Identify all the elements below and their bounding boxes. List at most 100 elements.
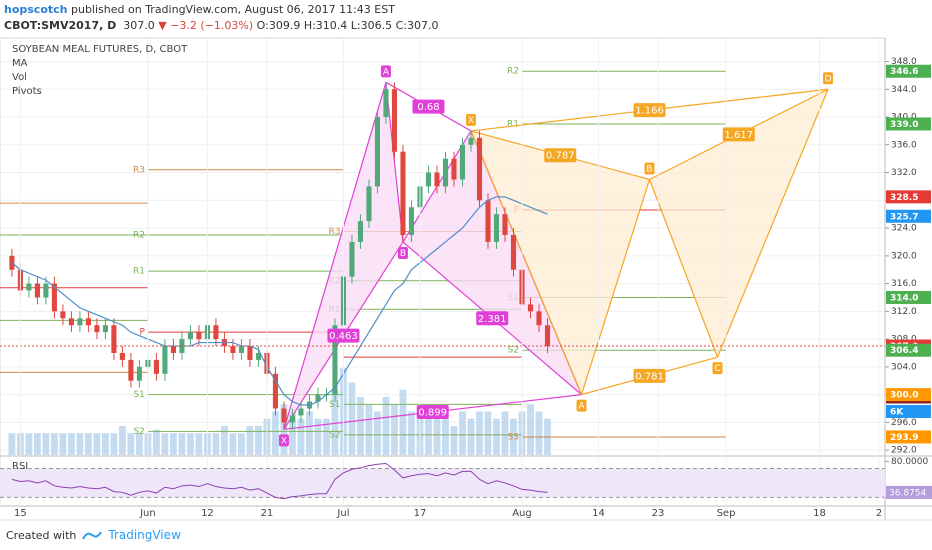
candle-body [400, 151, 406, 236]
volume-bar [425, 411, 432, 455]
volume-bar [119, 425, 126, 455]
candle-body [128, 359, 134, 381]
candle-body [281, 408, 287, 423]
volume-bar [382, 396, 390, 455]
rsi-tick-label: 80.0000 [891, 457, 928, 467]
volume-bar [297, 418, 305, 455]
ratio-label: 0.463 [329, 331, 358, 342]
price-marker-label: 328.5 [890, 193, 918, 203]
author[interactable]: hopscotch [4, 3, 68, 16]
candle-body [170, 346, 176, 353]
price-marker-label: 293.9 [890, 433, 918, 443]
ratio-badge [412, 99, 445, 114]
price-marker-label: 300.0 [890, 391, 918, 401]
candle-body [34, 283, 40, 298]
point-label: C [714, 364, 720, 374]
ratio-badge [544, 148, 577, 163]
volume-bar [102, 433, 109, 455]
x-tick-label: 15 [14, 508, 27, 519]
candle-body [425, 172, 432, 187]
pivot-label: S3 [508, 432, 519, 442]
candle-body [493, 214, 500, 242]
volume-bar [527, 404, 534, 455]
candle-body [383, 89, 389, 118]
y-tick-label: 320.0 [891, 251, 917, 261]
candle-body [111, 325, 117, 353]
x-tick-label: 2 [876, 508, 882, 519]
ratio-label: 0.781 [635, 371, 664, 382]
volume-bar [178, 433, 186, 455]
x-tick-label: 14 [592, 508, 605, 519]
candle-body [187, 332, 193, 340]
brand[interactable]: TradingView [108, 528, 181, 542]
volume-bar [255, 425, 262, 455]
change: ▼ −3.2 (−1.03%) [158, 19, 254, 32]
point-badge [380, 65, 391, 78]
volume-bar [408, 411, 415, 455]
volume-bar [51, 433, 58, 455]
ratio-badge [633, 103, 666, 118]
volume-bar [76, 433, 84, 455]
candle-body [102, 325, 108, 333]
price-marker [886, 343, 931, 357]
pivot-label: S2 [133, 427, 144, 437]
chart: R3R2R1PS1S2R3R2R1S1S2R2R1PS1S2S315Jun122… [0, 37, 932, 521]
candle-body [468, 137, 474, 145]
chart-title: SOYBEAN MEAL FUTURES, D, CBOT [12, 44, 188, 55]
pivot-label: R3 [328, 227, 340, 237]
published: published on TradingView.com, August 06,… [71, 3, 395, 16]
candle-body [357, 221, 364, 242]
pivot-label: R2 [507, 67, 519, 77]
y-tick-label: 296.0 [891, 418, 917, 428]
pivot-label: S2 [508, 346, 519, 356]
candle-body [26, 283, 32, 291]
x-tick-label: Aug [512, 508, 532, 519]
volume-bar [365, 404, 373, 455]
y-tick-label: 304.0 [891, 362, 917, 372]
point-label: B [646, 164, 652, 174]
pivot-label: S2 [329, 430, 340, 440]
volume-bar [467, 418, 475, 455]
pattern-leg [283, 82, 387, 430]
ratio-badge [722, 127, 755, 142]
rsi-title: RSI [12, 461, 28, 472]
candle-body [43, 283, 49, 298]
y-tick-label: 324.0 [891, 224, 917, 234]
volume-bar [374, 411, 381, 455]
candle-body [162, 346, 168, 374]
x-tick-label: 17 [414, 508, 427, 519]
moving-average [11, 196, 548, 406]
volume-bar [42, 433, 50, 455]
volume-bar [535, 411, 543, 455]
ratio-label: 1.617 [724, 130, 753, 141]
volume-bar [229, 433, 237, 455]
candle-body [289, 415, 295, 423]
pivot-label: S1 [329, 400, 340, 410]
pattern-fill [402, 130, 582, 395]
volume-bar [110, 433, 118, 455]
x-tick-label: Jun [139, 508, 156, 519]
candle-body [85, 318, 91, 326]
candle-body [485, 200, 491, 242]
price-marker-label: 339.0 [890, 120, 918, 130]
pivot-label: R1 [507, 119, 519, 129]
point-badge [397, 246, 408, 259]
point-label: B [400, 249, 406, 259]
created-with: Created with [6, 528, 77, 542]
candle-body [298, 408, 304, 416]
pattern-leg [385, 82, 404, 243]
price-marker-label: 306.4 [890, 346, 918, 356]
volume-bar [323, 418, 330, 455]
candle-body [272, 373, 278, 409]
candle-body [366, 186, 372, 222]
candle-body [51, 283, 57, 312]
pattern-fill [470, 130, 650, 395]
volume-bar [153, 429, 160, 455]
price-marker-label: 346.6 [890, 67, 918, 77]
candle-body [68, 318, 74, 326]
price-marker [886, 64, 931, 78]
candle-body [544, 325, 551, 347]
ratio-badge [327, 328, 360, 343]
candle-body [476, 137, 483, 201]
